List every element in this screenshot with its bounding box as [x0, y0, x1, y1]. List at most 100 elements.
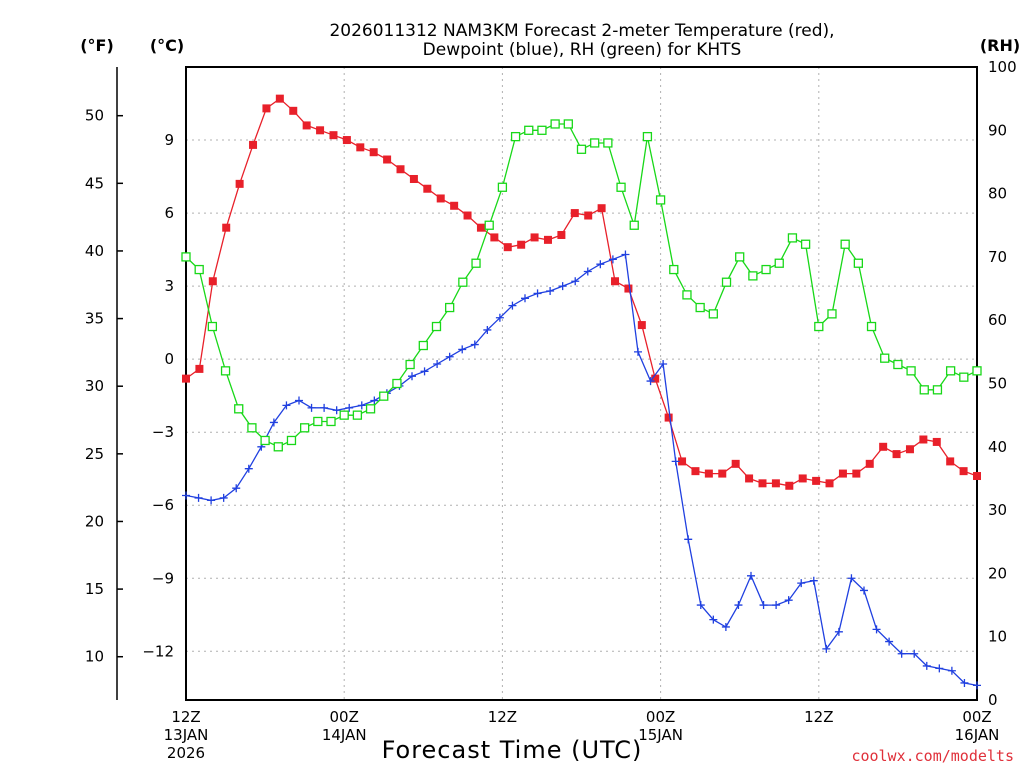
- data-point: [922, 661, 931, 670]
- data-point: [249, 140, 258, 149]
- data-point: [748, 271, 758, 281]
- data-point: [608, 255, 617, 264]
- fahrenheit-tick-label: 30: [85, 377, 104, 395]
- data-point: [597, 204, 606, 213]
- series-line: [185, 123, 978, 448]
- time-tick-label: 12Z: [804, 708, 833, 726]
- fahrenheit-axis-ticks: 50 45 40 35 30 25 20 15 10: [85, 107, 123, 666]
- time-tick-label: 00Z: [646, 708, 675, 726]
- data-point: [289, 106, 298, 115]
- data-point: [865, 459, 874, 468]
- data-point: [356, 143, 365, 152]
- data-point: [860, 586, 868, 595]
- chart-title-line-1: 2026011312 NAM3KM Forecast 2-meter Tempe…: [329, 21, 834, 41]
- data-point: [471, 258, 481, 268]
- data-point: [517, 240, 526, 249]
- data-point: [932, 437, 941, 446]
- data-point: [503, 243, 512, 252]
- data-point: [972, 366, 982, 376]
- rh-tick-label: 90: [988, 121, 1007, 139]
- data-point: [872, 625, 881, 634]
- data-point: [825, 479, 834, 488]
- data-point: [235, 179, 244, 188]
- data-point: [611, 277, 620, 286]
- x-axis-label: Forecast Time (UTC): [382, 736, 643, 764]
- data-point: [383, 155, 392, 164]
- data-point: [812, 476, 821, 485]
- data-point: [247, 423, 257, 433]
- data-point: [530, 233, 539, 242]
- data-point: [759, 601, 768, 610]
- data-point: [420, 367, 429, 376]
- rh-tick-label: 50: [988, 375, 1007, 393]
- data-point: [365, 404, 376, 414]
- data-point: [396, 165, 405, 174]
- data-point: [445, 302, 455, 313]
- data-point: [731, 459, 740, 468]
- data-point: [207, 321, 218, 332]
- data-point: [458, 277, 468, 287]
- data-point: [646, 377, 655, 386]
- data-point: [603, 138, 613, 148]
- data-point: [847, 574, 856, 583]
- data-point: [295, 396, 303, 405]
- data-point: [596, 260, 605, 269]
- data-point: [629, 220, 639, 230]
- data-point: [497, 182, 508, 192]
- data-point: [405, 359, 415, 370]
- data-point: [222, 223, 231, 232]
- data-point: [621, 250, 630, 259]
- data-point: [935, 664, 944, 673]
- fahrenheit-unit-label: (°F): [80, 36, 114, 55]
- data-point: [774, 258, 784, 268]
- data-point: [208, 277, 217, 286]
- data-point: [695, 302, 705, 313]
- celsius-tick-label: 6: [164, 204, 174, 222]
- rh-tick-label: 70: [988, 248, 1007, 266]
- data-point: [307, 403, 316, 412]
- data-point: [546, 286, 555, 295]
- data-point: [392, 378, 402, 389]
- data-point: [269, 418, 278, 427]
- fahrenheit-tick-label: 20: [85, 512, 104, 530]
- data-point: [885, 637, 894, 646]
- data-point: [302, 121, 311, 130]
- data-point: [445, 352, 454, 361]
- data-point: [260, 435, 270, 446]
- data-point: [369, 148, 378, 157]
- rh-tick-label: 10: [988, 628, 1007, 646]
- data-point: [557, 230, 566, 239]
- fahrenheit-tick-label: 40: [85, 242, 104, 260]
- data-point: [838, 469, 847, 478]
- data-point: [721, 622, 730, 631]
- data-point: [495, 313, 504, 322]
- data-point: [490, 233, 499, 242]
- data-point: [423, 184, 432, 193]
- data-point: [866, 321, 877, 332]
- data-point: [747, 571, 755, 580]
- data-point: [262, 104, 271, 113]
- data-point: [772, 601, 781, 610]
- rh-tick-label: 100: [988, 58, 1017, 76]
- celsius-tick-label: −9: [152, 569, 174, 587]
- celsius-unit-label: (°C): [150, 36, 184, 55]
- data-point: [194, 264, 204, 275]
- data-point: [634, 347, 642, 356]
- time-tick-date: 15JAN: [638, 726, 683, 744]
- credit-text: coolwx.com/modelts: [851, 747, 1014, 765]
- celsius-tick-label: 0: [164, 350, 174, 368]
- data-point: [893, 359, 903, 370]
- data-point: [329, 131, 338, 140]
- data-point: [484, 220, 494, 230]
- data-point: [408, 372, 416, 381]
- data-point: [463, 211, 472, 220]
- data-point: [624, 284, 633, 293]
- data-point: [897, 649, 906, 658]
- data-point: [852, 469, 861, 478]
- data-point: [508, 301, 517, 310]
- celsius-axis-ticks: 9 6 3 0 −3 −6 −9 −12: [142, 131, 174, 660]
- data-point: [771, 479, 780, 488]
- data-point: [563, 119, 573, 129]
- series-layer: [181, 94, 982, 690]
- data-point: [339, 410, 349, 420]
